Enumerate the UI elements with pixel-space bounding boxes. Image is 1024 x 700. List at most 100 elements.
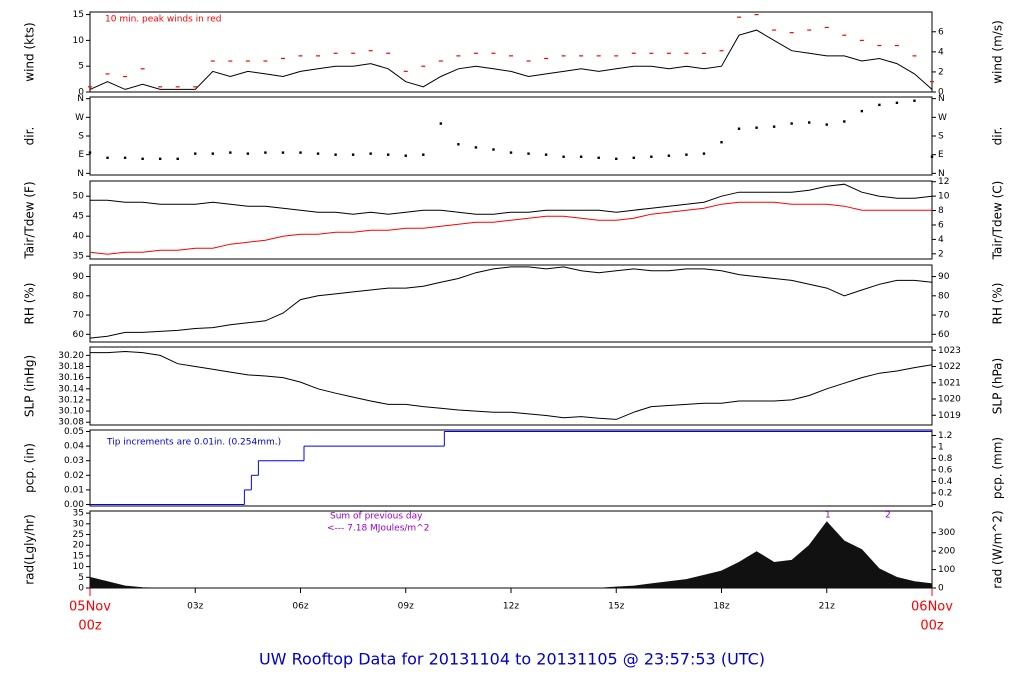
- point: [369, 152, 372, 155]
- point: [334, 153, 337, 156]
- y-tick-label: 0.01: [64, 485, 84, 495]
- y2-tick-label: 4: [938, 235, 944, 245]
- y2-axis-label: SLP (hPa): [991, 358, 1005, 414]
- y2-axis-label: RH (%): [991, 283, 1005, 325]
- y-tick-label: 45: [73, 212, 84, 222]
- point: [702, 152, 706, 155]
- annotation: Tip increments are 0.01in. (0.254mm.): [106, 438, 281, 448]
- date-label: 05Nov: [69, 600, 111, 615]
- point: [404, 154, 407, 157]
- y2-axis-label: dir.: [991, 127, 1005, 146]
- point: [422, 153, 425, 156]
- y2-tick-label: W: [938, 113, 947, 123]
- x-tick-label: 15z: [608, 602, 624, 612]
- point: [158, 157, 162, 161]
- y-tick-label: 30.20: [58, 351, 84, 361]
- y-tick-label: 0.05: [64, 427, 84, 437]
- line: [89, 29, 933, 90]
- date-label: 06Nov: [911, 600, 953, 615]
- y-tick-label: 0: [78, 584, 84, 594]
- y-tick-label: 20: [73, 541, 85, 551]
- y-tick-label: 60: [73, 330, 85, 340]
- y-axis-label: pcp. (in): [23, 443, 37, 493]
- point: [474, 146, 478, 149]
- annotation: 2: [885, 511, 891, 521]
- point: [808, 121, 811, 124]
- y2-tick-label: N: [938, 169, 945, 179]
- annotation: <--- 7.18 MJoules/m^2: [327, 524, 429, 534]
- point: [281, 151, 285, 154]
- y2-tick-label: 8: [938, 206, 944, 216]
- point: [667, 154, 671, 157]
- area: [89, 521, 933, 589]
- y2-tick-label: 100: [938, 565, 955, 575]
- point: [229, 151, 232, 154]
- y2-tick-label: N: [938, 94, 945, 104]
- point: [895, 101, 899, 105]
- point: [457, 143, 460, 146]
- point: [597, 156, 600, 159]
- y-tick-label: 15: [73, 551, 84, 561]
- panel-frame: [89, 96, 933, 176]
- y2-tick-label: 10: [938, 192, 950, 202]
- y2-tick-label: 1020: [938, 395, 961, 405]
- y-tick-label: 0.04: [64, 442, 84, 452]
- point: [650, 155, 653, 158]
- y2-tick-label: 0.2: [938, 489, 952, 499]
- point: [544, 153, 548, 156]
- y2-axis-label: Tair/Tdew (C): [991, 181, 1005, 261]
- line: [89, 266, 933, 339]
- y2-tick-label: 6: [938, 27, 944, 37]
- x-tick-label: 21z: [819, 602, 835, 612]
- point: [106, 156, 109, 159]
- panel-frame: [89, 429, 933, 507]
- y2-tick-label: 1.2: [938, 431, 952, 441]
- y2-tick-label: 80: [938, 291, 950, 301]
- y2-tick-label: 1021: [938, 378, 961, 388]
- y-tick-label: 15: [73, 10, 84, 20]
- hour-label: 00z: [78, 619, 102, 634]
- point: [772, 125, 776, 128]
- y-axis-label: dir.: [23, 127, 37, 146]
- y-tick-label: 30.14: [58, 384, 84, 394]
- y2-axis-label: pcp. (mm): [991, 437, 1005, 499]
- x-tick-label: 06z: [292, 602, 308, 612]
- y2-tick-label: S: [938, 132, 944, 142]
- point: [843, 120, 846, 123]
- y2-tick-label: 0: [938, 584, 944, 594]
- point: [194, 152, 197, 155]
- y-tick-label: 30.12: [58, 395, 84, 405]
- y2-axis-label: rad (W/m^2): [991, 510, 1005, 588]
- y2-tick-label: 4: [938, 47, 944, 57]
- x-tick-label: 03z: [187, 602, 203, 612]
- point: [176, 157, 179, 161]
- point: [755, 126, 758, 129]
- y2-tick-label: E: [938, 150, 944, 160]
- point: [509, 151, 513, 154]
- point: [860, 109, 864, 113]
- y-tick-label: 10: [73, 36, 85, 46]
- y-tick-label: 70: [73, 311, 85, 321]
- point: [720, 141, 723, 144]
- y-tick-label: 10: [73, 562, 85, 572]
- point: [299, 151, 302, 154]
- x-tick-label: 12z: [503, 602, 519, 612]
- y2-tick-label: 0: [938, 88, 944, 98]
- point: [930, 155, 934, 158]
- line: [90, 183, 933, 215]
- point: [878, 103, 881, 107]
- point: [211, 152, 214, 155]
- point: [492, 148, 495, 151]
- panel-frame: [89, 264, 933, 343]
- y-tick-label: 30.08: [58, 418, 84, 428]
- y2-tick-label: 0: [938, 500, 944, 510]
- y-tick-label: 25: [73, 530, 84, 540]
- y-tick-label: 30.16: [58, 373, 84, 383]
- point: [737, 127, 741, 130]
- y-tick-label: 0.03: [64, 456, 84, 466]
- x-tick-label: 18z: [713, 602, 729, 612]
- y-tick-label: 5: [78, 62, 84, 72]
- point: [632, 156, 635, 159]
- y-tick-label: W: [75, 113, 84, 123]
